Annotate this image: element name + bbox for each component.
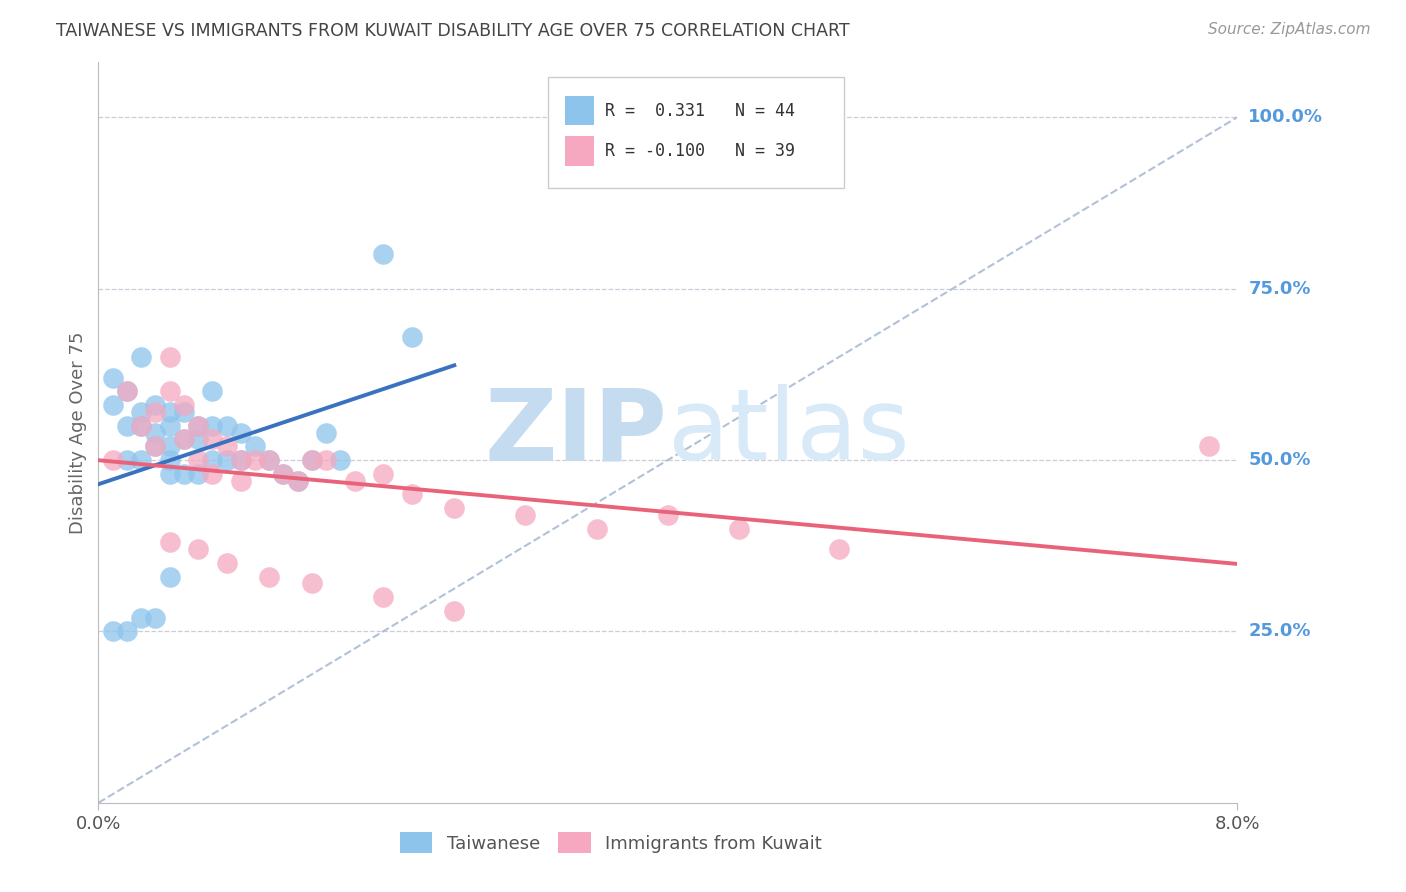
Point xyxy=(145,439,167,453)
Point xyxy=(315,453,337,467)
FancyBboxPatch shape xyxy=(565,95,593,126)
Point xyxy=(145,398,167,412)
Point xyxy=(145,405,167,419)
Point xyxy=(159,405,181,419)
Point xyxy=(301,576,323,591)
Point xyxy=(129,350,152,364)
Point xyxy=(229,425,252,440)
Point xyxy=(173,398,195,412)
Point xyxy=(215,439,238,453)
Point xyxy=(401,487,423,501)
Point xyxy=(129,610,152,624)
Text: 75.0%: 75.0% xyxy=(1249,280,1310,298)
Point xyxy=(201,418,224,433)
Point xyxy=(201,453,224,467)
Point xyxy=(187,467,209,481)
Point xyxy=(173,433,195,447)
Point xyxy=(187,418,209,433)
Point xyxy=(159,453,181,467)
Point xyxy=(215,418,238,433)
Text: 50.0%: 50.0% xyxy=(1249,451,1310,469)
Point xyxy=(115,624,138,639)
Point xyxy=(101,453,124,467)
Point xyxy=(159,384,181,399)
Point xyxy=(215,453,238,467)
Text: 100.0%: 100.0% xyxy=(1249,108,1323,127)
Point xyxy=(243,439,266,453)
Point xyxy=(115,418,138,433)
Point xyxy=(201,384,224,399)
Point xyxy=(443,604,465,618)
Point xyxy=(187,542,209,557)
Point xyxy=(1198,439,1220,453)
Y-axis label: Disability Age Over 75: Disability Age Over 75 xyxy=(69,331,87,534)
Point xyxy=(371,247,394,261)
Point xyxy=(159,467,181,481)
Point xyxy=(343,474,366,488)
Text: atlas: atlas xyxy=(668,384,910,481)
Point xyxy=(657,508,679,522)
Point xyxy=(259,453,281,467)
Point xyxy=(259,569,281,583)
Point xyxy=(201,433,224,447)
Point xyxy=(315,425,337,440)
Point xyxy=(371,590,394,604)
Point xyxy=(129,418,152,433)
Point xyxy=(215,556,238,570)
Point xyxy=(115,453,138,467)
Text: Source: ZipAtlas.com: Source: ZipAtlas.com xyxy=(1208,22,1371,37)
Point xyxy=(301,453,323,467)
Point xyxy=(287,474,309,488)
Point xyxy=(159,535,181,549)
Point xyxy=(229,453,252,467)
Point xyxy=(287,474,309,488)
Point xyxy=(115,384,138,399)
Point xyxy=(173,405,195,419)
Point xyxy=(187,418,209,433)
Point xyxy=(129,418,152,433)
Point xyxy=(229,453,252,467)
Point xyxy=(159,418,181,433)
Point xyxy=(115,384,138,399)
Point xyxy=(243,453,266,467)
Point xyxy=(145,439,167,453)
Point xyxy=(159,439,181,453)
Point xyxy=(443,501,465,516)
Point xyxy=(229,474,252,488)
Point xyxy=(145,610,167,624)
Point xyxy=(259,453,281,467)
Point xyxy=(371,467,394,481)
Point xyxy=(329,453,352,467)
Point xyxy=(828,542,851,557)
Legend: Taiwanese, Immigrants from Kuwait: Taiwanese, Immigrants from Kuwait xyxy=(392,825,830,861)
Point xyxy=(515,508,537,522)
Point xyxy=(145,425,167,440)
Point xyxy=(101,371,124,385)
Point xyxy=(101,398,124,412)
Point xyxy=(401,329,423,343)
Point xyxy=(301,453,323,467)
Point xyxy=(159,569,181,583)
FancyBboxPatch shape xyxy=(548,78,845,188)
Point xyxy=(129,453,152,467)
Point xyxy=(187,453,209,467)
Point xyxy=(273,467,295,481)
Point xyxy=(728,522,751,536)
Text: ZIP: ZIP xyxy=(485,384,668,481)
Point xyxy=(187,433,209,447)
Point xyxy=(101,624,124,639)
Point xyxy=(201,467,224,481)
Text: TAIWANESE VS IMMIGRANTS FROM KUWAIT DISABILITY AGE OVER 75 CORRELATION CHART: TAIWANESE VS IMMIGRANTS FROM KUWAIT DISA… xyxy=(56,22,849,40)
Point xyxy=(173,433,195,447)
Point xyxy=(173,467,195,481)
Text: R =  0.331   N = 44: R = 0.331 N = 44 xyxy=(605,102,796,120)
FancyBboxPatch shape xyxy=(565,136,593,166)
Point xyxy=(585,522,607,536)
Point xyxy=(273,467,295,481)
Text: R = -0.100   N = 39: R = -0.100 N = 39 xyxy=(605,143,796,161)
Text: 25.0%: 25.0% xyxy=(1249,623,1310,640)
Point xyxy=(159,350,181,364)
Point xyxy=(129,405,152,419)
